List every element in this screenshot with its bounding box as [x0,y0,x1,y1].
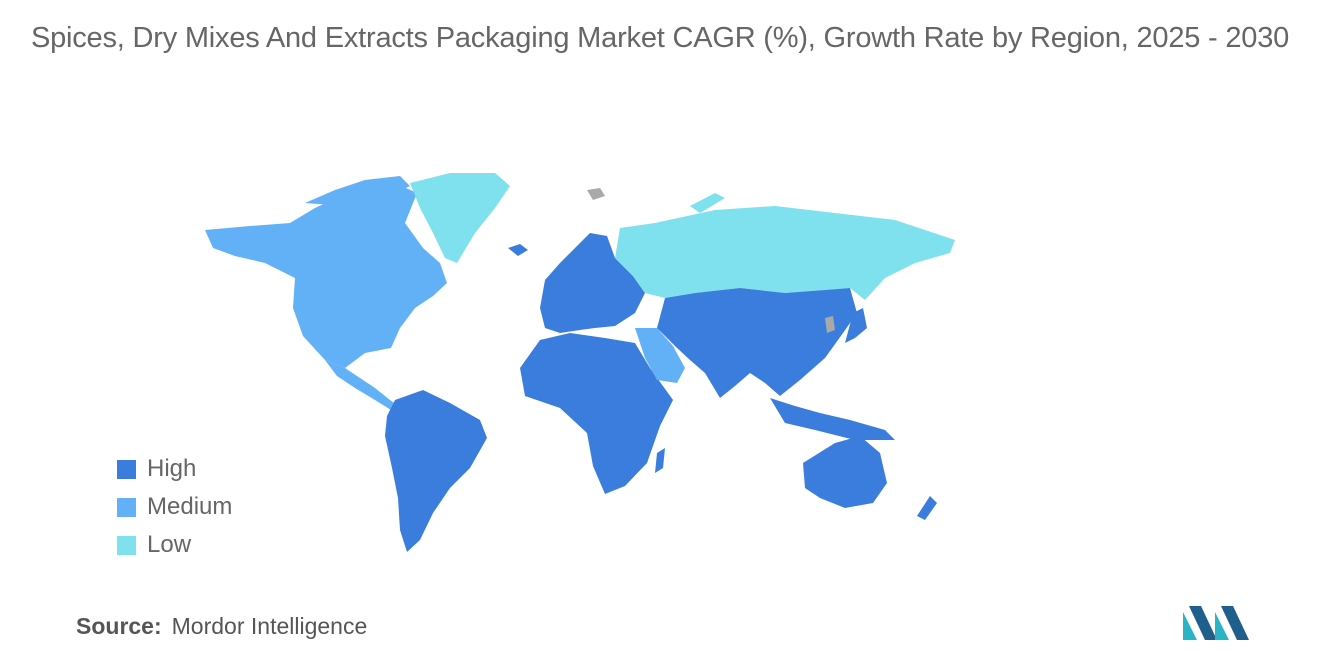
legend-label-low: Low [147,531,192,558]
region-asia [657,288,857,398]
region-africa [520,333,673,494]
legend-label-high: High [147,455,197,482]
legend-item-high: High [117,450,232,488]
region-australia [803,436,887,508]
source-label: Source: [76,613,162,639]
region-europe [540,233,645,333]
source-value: Mordor Intelligence [171,613,368,639]
mordor-logo-icon [1183,606,1249,640]
legend-swatch-medium [117,497,136,517]
region-korea [825,316,835,333]
region-russia [615,206,955,300]
region-japan [845,308,867,343]
region-north-america [205,183,447,368]
legend-item-low: Low [117,526,232,564]
region-iceland [508,244,528,256]
region-southeast-asia-islands [770,398,895,440]
chart-title: Spices, Dry Mixes And Extracts Packaging… [30,22,1290,54]
world-map [205,173,955,552]
region-greenland [410,173,510,263]
legend-swatch-high [117,459,136,479]
region-novaya-zemlya [690,193,725,213]
region-madagascar [655,448,665,473]
region-new-zealand [917,496,937,520]
region-svalbard [587,188,605,200]
legend: High Medium Low [117,450,232,564]
region-south-america [385,390,487,552]
legend-label-medium: Medium [147,493,233,520]
region-central-america [325,360,398,410]
legend-swatch-low [117,535,136,555]
source-line: Source: Mordor Intelligence [76,613,367,640]
legend-item-medium: Medium [117,488,232,526]
region-arctic-islands [305,176,410,206]
region-middle-east [635,328,685,383]
